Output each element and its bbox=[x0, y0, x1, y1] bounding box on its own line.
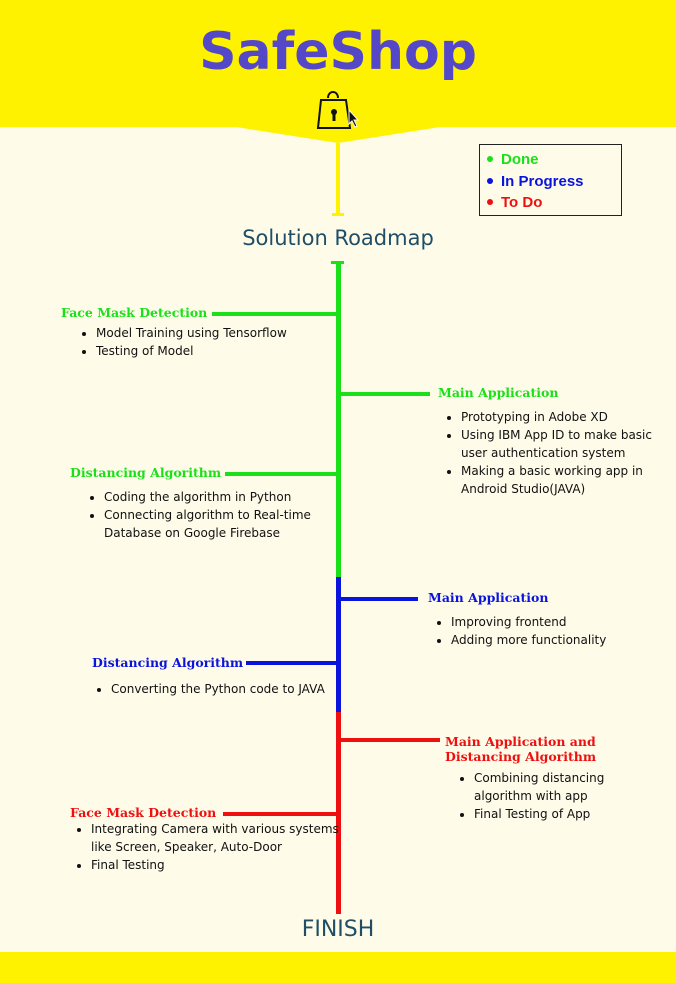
branch-main-app-done bbox=[338, 392, 430, 396]
legend-dot bbox=[487, 156, 493, 163]
branch-distancing-in-progress bbox=[246, 661, 338, 665]
section-title: Distancing Algorithm bbox=[92, 655, 244, 670]
list-item: Model Training using Tensorflow bbox=[96, 324, 346, 342]
legend-label: To Do bbox=[501, 194, 543, 211]
branch-distancing-done bbox=[225, 472, 338, 476]
section-title: Distancing Algorithm bbox=[70, 465, 222, 480]
legend-dot bbox=[487, 177, 493, 184]
list-item: Integrating Camera with various systems … bbox=[91, 820, 345, 856]
legend-label: Done bbox=[501, 151, 539, 168]
branch-face-mask-todo bbox=[223, 812, 338, 816]
app-title: SafeShop bbox=[199, 22, 477, 82]
timeline-todo-segment bbox=[336, 712, 341, 914]
legend-label: In Progress bbox=[501, 172, 584, 190]
header-banner bbox=[0, 0, 676, 143]
list-item: Combining distancing algorithm with app bbox=[474, 769, 664, 805]
list-item: Final Testing of App bbox=[474, 805, 664, 823]
roadmap-title: Solution Roadmap bbox=[242, 226, 434, 250]
list-item: Final Testing bbox=[91, 856, 345, 874]
finish-label: FINISH bbox=[301, 917, 375, 942]
section-items: Prototyping in Adobe XD Using IBM App ID… bbox=[439, 408, 671, 498]
top-connector-line bbox=[336, 143, 340, 215]
branch-main-app-distancing-todo bbox=[338, 738, 440, 742]
legend-dot bbox=[487, 199, 493, 206]
list-item: Connecting algorithm to Real-time Databa… bbox=[104, 506, 324, 542]
branch-main-app-in-progress bbox=[338, 597, 418, 601]
list-item: Improving frontend bbox=[451, 613, 676, 631]
section-items: Model Training using Tensorflow Testing … bbox=[74, 324, 346, 360]
section-title: Main Application and Distancing Algorith… bbox=[445, 734, 597, 764]
shopping-bag-icon bbox=[316, 91, 360, 129]
section-items: Improving frontend Adding more functiona… bbox=[429, 613, 676, 649]
section-items: Coding the algorithm in Python Connectin… bbox=[82, 488, 324, 542]
list-item: Using IBM App ID to make basic user auth… bbox=[461, 426, 671, 462]
section-title: Main Application bbox=[428, 590, 549, 605]
list-item: Making a basic working app in Android St… bbox=[461, 462, 671, 498]
timeline-in-progress-segment bbox=[336, 577, 341, 712]
legend-item-in-progress: In Progress bbox=[484, 171, 621, 193]
section-title: Face Mask Detection bbox=[70, 805, 217, 820]
footer-bar bbox=[0, 952, 676, 983]
branch-face-mask-done bbox=[212, 312, 338, 316]
top-connector-cap bbox=[332, 213, 344, 216]
legend-item-done: Done bbox=[484, 149, 621, 171]
section-items: Combining distancing algorithm with app … bbox=[452, 769, 664, 823]
timeline-done-segment bbox=[336, 261, 341, 577]
section-title: Face Mask Detection bbox=[61, 305, 208, 320]
list-item: Adding more functionality bbox=[451, 631, 676, 649]
section-items: Converting the Python code to JAVA bbox=[89, 680, 333, 698]
list-item: Testing of Model bbox=[96, 342, 346, 360]
section-items: Integrating Camera with various systems … bbox=[69, 820, 345, 874]
legend-item-todo: To Do bbox=[484, 192, 621, 214]
list-item: Prototyping in Adobe XD bbox=[461, 408, 671, 426]
status-legend: Done In Progress To Do bbox=[479, 144, 622, 216]
list-item: Converting the Python code to JAVA bbox=[111, 680, 333, 698]
section-title: Main Application bbox=[438, 385, 559, 400]
list-item: Coding the algorithm in Python bbox=[104, 488, 324, 506]
